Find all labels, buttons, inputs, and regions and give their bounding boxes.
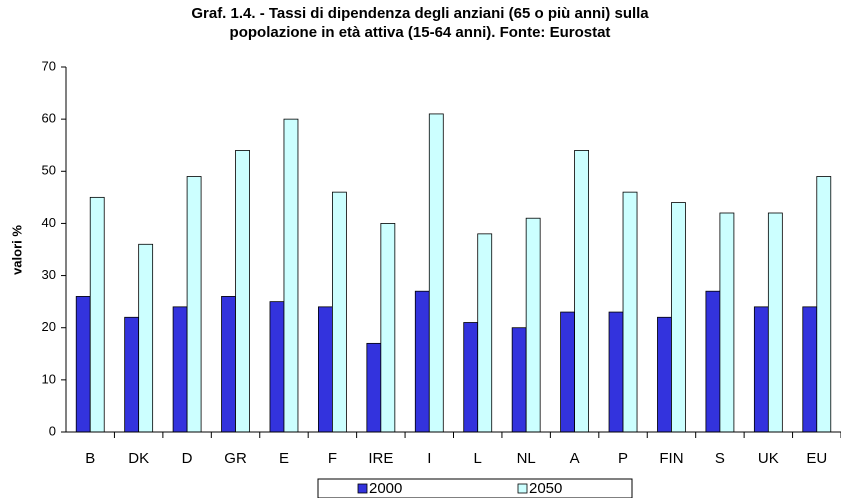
bar <box>428 113 444 433</box>
bar <box>124 316 140 433</box>
bar <box>186 176 202 433</box>
x-tick-label: GR <box>224 450 247 467</box>
chart-title: Graf. 1.4. - Tassi di dipendenza degli a… <box>191 5 649 22</box>
bar <box>671 202 686 433</box>
bar <box>269 301 285 433</box>
x-tick-label: FIN <box>659 450 683 467</box>
bar <box>816 176 832 433</box>
bar <box>172 306 188 433</box>
bar <box>767 212 783 433</box>
bar <box>75 296 91 433</box>
bar <box>525 217 541 433</box>
y-axis-label: valori % <box>9 225 24 275</box>
x-tick-label: I <box>427 450 431 467</box>
bar <box>332 191 347 433</box>
bar <box>477 233 493 433</box>
bar <box>221 296 236 433</box>
bar <box>235 150 250 433</box>
y-tick-label: 30 <box>42 267 56 282</box>
bar <box>574 150 589 433</box>
x-tick-label: S <box>715 450 725 467</box>
x-tick-label: A <box>570 450 580 467</box>
bar <box>366 342 382 433</box>
y-tick-label: 50 <box>42 163 56 178</box>
x-tick-label: EU <box>806 450 827 467</box>
bar <box>719 212 735 433</box>
legend-label: 2050 <box>529 480 562 497</box>
y-tick-label: 70 <box>42 58 56 73</box>
y-tick-label: 0 <box>49 423 56 438</box>
bar <box>560 311 575 433</box>
bar <box>657 316 672 433</box>
bar <box>89 196 105 433</box>
x-tick-label: F <box>328 450 337 467</box>
y-tick-label: 40 <box>42 215 56 230</box>
bar <box>705 290 721 433</box>
x-tick-label: NL <box>517 450 536 467</box>
bar <box>138 243 154 433</box>
bar <box>463 322 479 433</box>
x-tick-label: IRE <box>368 450 393 467</box>
y-tick-label: 60 <box>42 111 56 126</box>
x-tick-label: D <box>182 450 193 467</box>
x-tick-label: B <box>85 450 95 467</box>
x-tick-label: P <box>618 450 628 467</box>
bar <box>414 290 430 433</box>
bar <box>511 327 527 433</box>
bar <box>318 306 333 433</box>
bar <box>283 118 299 433</box>
legend-label: 2000 <box>369 480 402 497</box>
x-tick-label: UK <box>758 450 779 467</box>
bar <box>753 306 769 433</box>
bar <box>802 306 818 433</box>
bar <box>622 191 638 433</box>
x-tick-label: E <box>279 450 289 467</box>
x-tick-label: L <box>474 450 482 467</box>
y-tick-label: 20 <box>42 319 56 334</box>
chart-title: popolazione in età attiva (15-64 anni). … <box>230 24 611 41</box>
bar <box>380 223 396 433</box>
legend-box <box>317 478 633 498</box>
y-tick-label: 10 <box>42 371 56 386</box>
legend-swatch <box>357 483 368 494</box>
x-tick-label: DK <box>128 450 149 467</box>
legend-swatch <box>517 483 528 494</box>
bar <box>608 311 624 433</box>
